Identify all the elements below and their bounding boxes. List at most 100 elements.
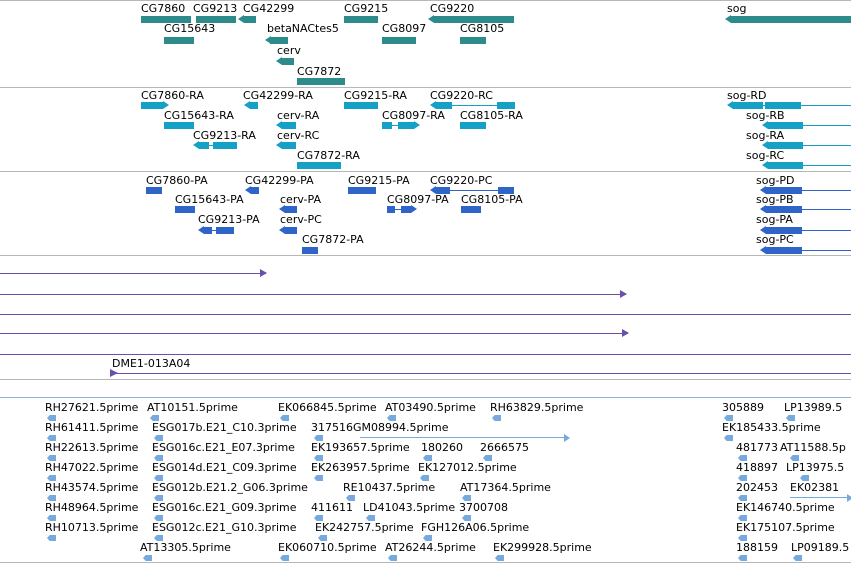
est-glyph[interactable] [47, 475, 56, 481]
intron-line[interactable] [392, 125, 398, 126]
transcripts-feature-label[interactable]: cerv-RC [277, 129, 320, 142]
genes-feature-label[interactable]: cerv [277, 44, 301, 57]
feature-glyph[interactable] [765, 102, 801, 109]
est-glyph[interactable] [143, 555, 152, 561]
feature-glyph[interactable] [766, 206, 802, 213]
intron-line[interactable] [802, 230, 851, 231]
feature-glyph[interactable] [498, 187, 514, 194]
feature-glyph[interactable] [398, 122, 414, 129]
est-glyph[interactable] [786, 415, 795, 421]
feature-glyph[interactable] [199, 142, 209, 149]
proteins-feature-label[interactable]: CG15643-PA [175, 193, 244, 206]
feature-glyph[interactable] [204, 227, 212, 234]
genes-feature-label[interactable]: sog [727, 2, 747, 15]
feature-glyph[interactable] [175, 206, 195, 213]
genes-feature-label[interactable]: CG9215 [344, 2, 389, 15]
proteins-feature-label[interactable]: sog-PD [756, 174, 795, 187]
feature-glyph[interactable] [460, 37, 486, 44]
feature-glyph[interactable] [768, 122, 803, 129]
feature-glyph[interactable] [434, 16, 514, 23]
genes-feature-label[interactable]: CG7872 [297, 65, 342, 78]
proteins-feature-label[interactable]: CG7860-PA [146, 174, 208, 187]
feature-glyph[interactable] [731, 16, 851, 23]
feature-glyph[interactable] [141, 16, 191, 23]
feature-glyph[interactable] [461, 206, 481, 213]
est-label[interactable]: EK066845.5prime [278, 401, 377, 414]
est-label[interactable]: AT03490.5prime [385, 401, 476, 414]
est-label[interactable]: RH22613.5prime [45, 441, 139, 454]
proteins-feature-label[interactable]: sog-PC [756, 233, 794, 246]
feature-glyph[interactable] [146, 187, 162, 194]
est-glyph[interactable] [387, 415, 396, 421]
est-label[interactable]: FGH126A06.5prime [421, 521, 530, 534]
transcripts-feature-label[interactable]: CG15643-RA [164, 109, 234, 122]
proteins-feature-label[interactable]: CG42299-PA [245, 174, 314, 187]
est-glyph[interactable] [154, 435, 163, 441]
est-glyph[interactable] [314, 515, 323, 521]
est-label[interactable]: 411611 [311, 501, 353, 514]
est-label[interactable]: 317516GM08994.5prime [311, 421, 449, 434]
est-label[interactable]: EK185433.5prime [722, 421, 821, 434]
est-label[interactable]: 2666575 [480, 441, 529, 454]
est-label[interactable]: RH43574.5prime [45, 481, 139, 494]
est-glyph[interactable] [483, 455, 492, 461]
est-label[interactable]: RH47022.5prime [45, 461, 139, 474]
feature-glyph[interactable] [270, 37, 288, 44]
feature-glyph[interactable] [497, 102, 515, 109]
feature-glyph[interactable] [164, 122, 194, 129]
feature-glyph[interactable] [768, 162, 803, 169]
est-glyph[interactable] [154, 535, 163, 541]
genes-feature-label[interactable]: CG15643 [164, 22, 216, 35]
intron-line[interactable] [450, 190, 498, 191]
est-label[interactable]: EK02381 [790, 481, 840, 494]
genes-feature-label[interactable]: CG7860 [141, 2, 186, 15]
clone-label[interactable]: DME1-013A04 [112, 357, 191, 370]
est-glyph[interactable] [47, 515, 56, 521]
est-glyph[interactable] [738, 535, 747, 541]
est-glyph[interactable] [318, 535, 327, 541]
feature-glyph[interactable] [282, 58, 294, 65]
transcripts-feature-label[interactable]: CG9215-RA [344, 89, 407, 102]
est-label[interactable]: RH10713.5prime [45, 521, 139, 534]
proteins-feature-label[interactable]: CG8105-PA [461, 193, 523, 206]
est-label[interactable]: AT10151.5prime [147, 401, 238, 414]
transcripts-feature-label[interactable]: CG42299-RA [243, 89, 313, 102]
est-glyph[interactable] [724, 435, 733, 441]
feature-glyph[interactable] [164, 37, 194, 44]
transcripts-feature-label[interactable]: sog-RB [746, 109, 785, 122]
feature-glyph[interactable] [344, 16, 378, 23]
est-glyph[interactable] [388, 555, 397, 561]
intron-line[interactable] [803, 165, 851, 166]
feature-glyph[interactable] [766, 187, 802, 194]
est-label[interactable]: EK193657.5prime [311, 441, 410, 454]
feature-glyph[interactable] [244, 16, 256, 23]
feature-glyph[interactable] [382, 37, 416, 44]
feature-glyph[interactable] [250, 102, 258, 109]
est-glyph[interactable] [314, 455, 323, 461]
est-label[interactable]: 305889 [722, 401, 764, 414]
feature-glyph[interactable] [436, 102, 452, 109]
est-label[interactable]: LP09189.5 [791, 541, 850, 554]
feature-glyph[interactable] [213, 142, 237, 149]
est-glyph[interactable] [154, 495, 163, 501]
est-glyph[interactable] [314, 435, 323, 441]
transcripts-feature-label[interactable]: cerv-RA [277, 109, 320, 122]
feature-glyph[interactable] [285, 206, 297, 213]
feature-glyph[interactable] [382, 122, 392, 129]
est-label[interactable]: EK060710.5prime [278, 541, 377, 554]
est-glyph[interactable] [423, 455, 432, 461]
est-label[interactable]: RH63829.5prime [490, 401, 584, 414]
est-glyph[interactable] [47, 455, 56, 461]
genes-feature-label[interactable]: betaNACtes5 [267, 22, 339, 35]
transcripts-feature-label[interactable]: sog-RC [746, 149, 785, 162]
est-label[interactable]: ESG016c.E21_G09.3prime [152, 501, 297, 514]
est-label[interactable]: RE10437.5prime [343, 481, 436, 494]
est-glyph[interactable] [47, 495, 56, 501]
est-label[interactable]: EK242757.5prime [315, 521, 414, 534]
est-line[interactable] [360, 437, 568, 438]
est-glyph[interactable] [423, 535, 432, 541]
est-glyph[interactable] [790, 455, 799, 461]
transcripts-feature-label[interactable]: CG9213-RA [193, 129, 256, 142]
est-label[interactable]: EK146740.5prime [736, 501, 835, 514]
proteins-feature-label[interactable]: sog-PB [756, 193, 794, 206]
